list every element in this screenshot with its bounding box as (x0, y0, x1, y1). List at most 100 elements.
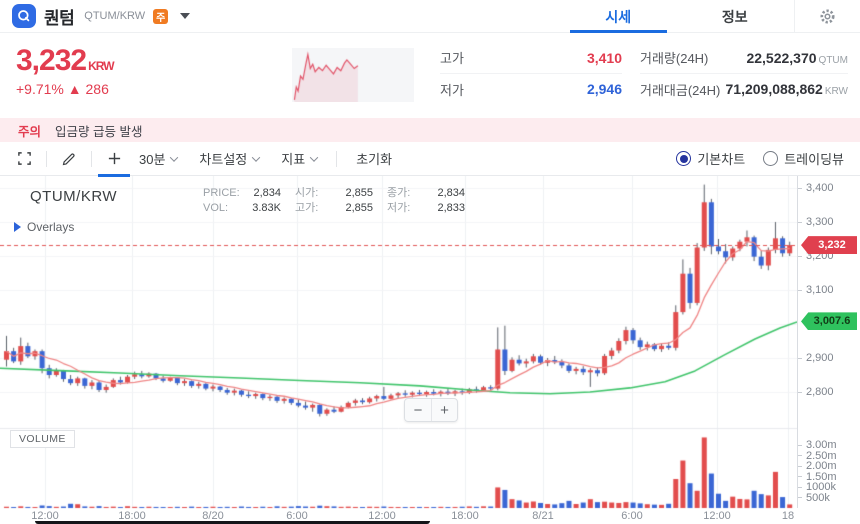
divider (91, 150, 92, 167)
radio-basic-chart[interactable]: 기본차트 (676, 149, 745, 168)
radio-basic-label: 기본차트 (697, 152, 746, 167)
volume-axis-label: 3.00m (798, 439, 837, 451)
header: 퀀텀 QTUM/KRW 주 시세 정보 (0, 0, 860, 33)
time-axis-label: 8/21 (532, 510, 554, 522)
chevron-down-icon (309, 152, 319, 162)
price-axis-value: 2,900 (806, 352, 834, 364)
volume-axis-label: 2.00m (798, 460, 837, 472)
window-bottom-edge (35, 521, 430, 524)
volume-label: 거래량(24H) (640, 51, 709, 66)
legend-key: 저가: (387, 202, 411, 214)
chart-type-switch: 기본차트 트레이딩뷰 (676, 149, 860, 168)
last-price-badge: 3,232 (801, 236, 857, 255)
warning-message: 입금량 급등 발생 (55, 124, 143, 139)
legend-pair: 저가: 2,833 (387, 201, 479, 216)
price-axis-label: 2,800 (798, 386, 834, 398)
volume-unit: QTUM (818, 54, 848, 66)
divider (46, 150, 47, 167)
current-price-value: 3,232 (16, 44, 87, 77)
time-axis-label: 6:00 (286, 510, 308, 522)
warning-tag: 주의 (18, 124, 42, 139)
change-amount: 286 (85, 81, 109, 97)
overlays-toggle[interactable]: Overlays (14, 220, 74, 234)
price-axis[interactable]: 3,400 3,300 3,200 3,100 2,900 2,800 3.00m 2.50m… (797, 176, 860, 508)
legend-key: PRICE: (203, 187, 240, 199)
ohlc-row-2: VOL: 3.83K 고가: 2,855 저가: 2,833 (203, 201, 479, 216)
legend-pair: 시가: 2,855 (295, 186, 387, 201)
indicator-dropdown[interactable]: 지표 (281, 149, 319, 168)
plus-icon (108, 152, 120, 165)
price-axis-value: 3,300 (806, 216, 834, 228)
time-axis-label: 12:00 (368, 510, 396, 522)
low-label: 저가 (440, 82, 464, 98)
fullscreen-icon (17, 152, 31, 165)
draw-tool-button[interactable] (55, 146, 83, 172)
pair-selector[interactable]: 퀀텀 QTUM/KRW 주 (0, 4, 191, 29)
chart-pair-title: QTUM/KRW (30, 188, 118, 205)
candlestick-chart-canvas[interactable] (0, 176, 797, 524)
tick-mark (798, 486, 802, 488)
time-axis[interactable]: 12:00 18:00 8/20 6:00 12:00 18:00 8/21 6:00 12:0… (0, 510, 797, 524)
chevron-down-icon (170, 152, 179, 162)
volume-axis-label: 2.50m (798, 450, 837, 462)
high-value: 3,410 (586, 49, 622, 66)
coin-logo-icon (12, 4, 36, 28)
tick-mark (798, 391, 802, 393)
mini-sparkline (292, 48, 414, 102)
turnover-number: 71,209,088,862 (725, 81, 823, 97)
coin-name: 퀀텀 (44, 8, 75, 28)
chevron-down-icon (252, 152, 261, 162)
change-arrow-icon: ▲ (67, 81, 82, 97)
time-axis-label: 18:00 (118, 510, 146, 522)
reset-button[interactable]: 초기화 (356, 152, 393, 167)
zoom-out-button[interactable]: − (413, 401, 423, 419)
tick-mark (798, 465, 802, 467)
radio-unselected-icon (763, 151, 779, 166)
volume-panel-label: VOLUME (10, 430, 75, 448)
legend-pair: 고가: 2,855 (295, 201, 387, 216)
volume-axis-value: 500k (806, 491, 830, 504)
tab-price[interactable]: 시세 (560, 0, 677, 33)
interval-dropdown[interactable]: 30분 (139, 149, 179, 168)
legend-value: 2,834 (253, 187, 281, 199)
legend-value: 2,855 (345, 202, 373, 214)
volume-axis-label: 500k (798, 492, 830, 504)
caution-badge: 주 (153, 8, 169, 24)
current-price-block: 3,232 KRW +9.71% ▲ 286 (16, 44, 115, 97)
settings-button[interactable] (794, 0, 860, 33)
tab-info[interactable]: 정보 (721, 8, 748, 25)
tick-mark (798, 455, 802, 456)
volume-axis-value: 1.50m (806, 470, 837, 483)
radio-tradingview[interactable]: 트레이딩뷰 (763, 149, 844, 168)
high-row: 고가 3,410 (440, 42, 622, 73)
volume-row: 거래량(24H) 22,522,370 QTUM (640, 42, 848, 73)
triangle-right-icon (14, 222, 21, 232)
price-axis-label: 3,300 (798, 216, 834, 228)
volume-axis-label: 1000k (798, 481, 836, 493)
chart-settings-dropdown[interactable]: 차트설정 (199, 149, 261, 168)
price-change: +9.71% ▲ 286 (16, 81, 114, 97)
crosshair-tool-button[interactable] (98, 146, 130, 177)
ohlc-row-1: PRICE: 2,834 시가: 2,855 종가: 2,834 (203, 186, 479, 201)
overlays-label: Overlays (27, 220, 75, 234)
fullscreen-button[interactable] (10, 146, 38, 172)
tick-mark (798, 289, 802, 291)
legend-pair: 종가: 2,834 (387, 186, 479, 201)
volume-axis-value: 2.00m (806, 460, 837, 472)
legend-pair: PRICE: 2,834 (203, 186, 295, 201)
low-value: 2,946 (586, 81, 622, 97)
gear-icon (820, 9, 835, 24)
turnover-label: 거래대금(24H) (640, 82, 721, 98)
chevron-down-icon[interactable] (180, 13, 191, 19)
high-low-stats: 고가 3,410 저가 2,946 (440, 42, 622, 104)
legend-value: 2,855 (345, 187, 373, 199)
turnover-unit: KRW (824, 86, 848, 97)
turnover-value: 71,209,088,862 KRW (726, 81, 848, 97)
legend-value: 2,834 (437, 187, 465, 199)
zoom-in-button[interactable]: + (431, 399, 457, 421)
time-axis-label: 8/20 (202, 510, 224, 522)
tick-mark (798, 255, 802, 257)
time-axis-label: 18:00 (451, 510, 479, 522)
chart-zoom-control: − + (404, 398, 458, 422)
interval-label: 30분 (139, 152, 166, 167)
